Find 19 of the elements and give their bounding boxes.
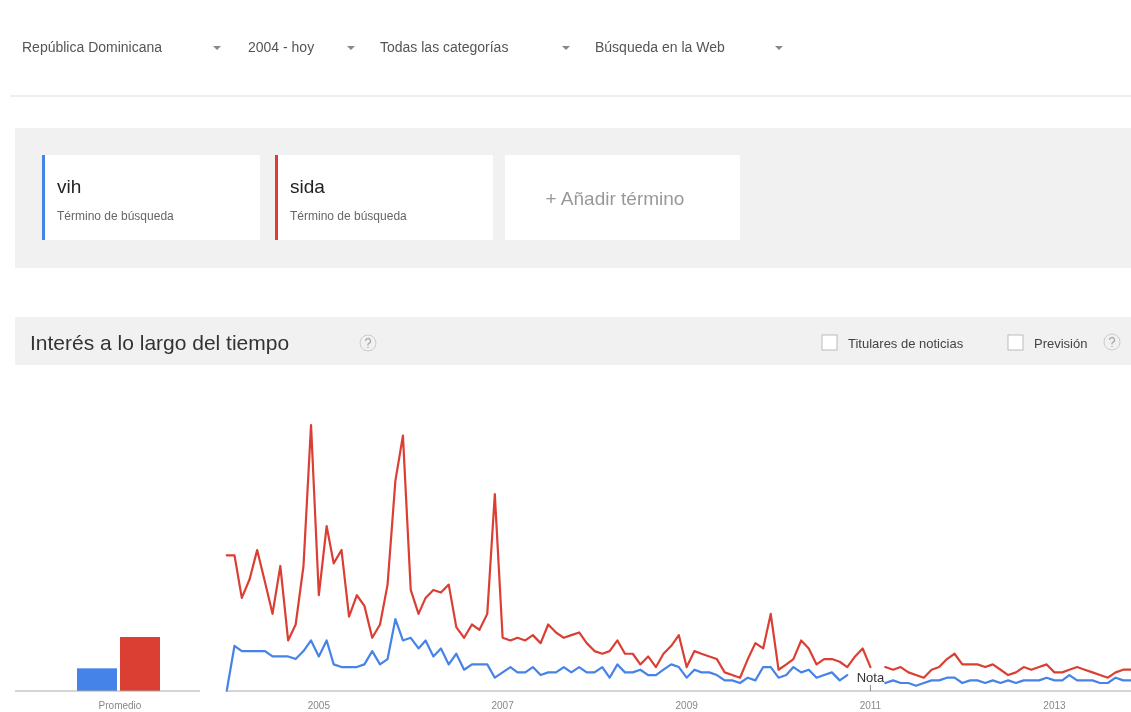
text: Término de búsqueda (290, 209, 408, 223)
text: Término de búsqueda (57, 209, 175, 223)
x-tick-label: 2013 (1043, 700, 1067, 711)
text: Búsqueda en la Web (595, 39, 725, 55)
text: Titulares de noticias (848, 336, 964, 351)
text: vih (57, 176, 82, 197)
text: República Dominicana (22, 39, 163, 55)
x-tick-label: 2005 (307, 700, 331, 711)
text: Previsión (1034, 336, 1088, 351)
x-tick-label: 2007 (491, 700, 515, 711)
x-tick-label: Promedio (98, 700, 142, 711)
x-tick-label: 2009 (675, 700, 699, 711)
text: sida (290, 176, 326, 197)
text: Todas las categorías (380, 39, 509, 55)
x-tick-label: 2011 (859, 700, 882, 711)
text: + Añadir término (545, 188, 685, 209)
text: 2004 - hoy (248, 39, 315, 55)
annotation: Nota (856, 670, 885, 685)
chart-title: Interés a lo largo del tiempo (30, 331, 290, 354)
